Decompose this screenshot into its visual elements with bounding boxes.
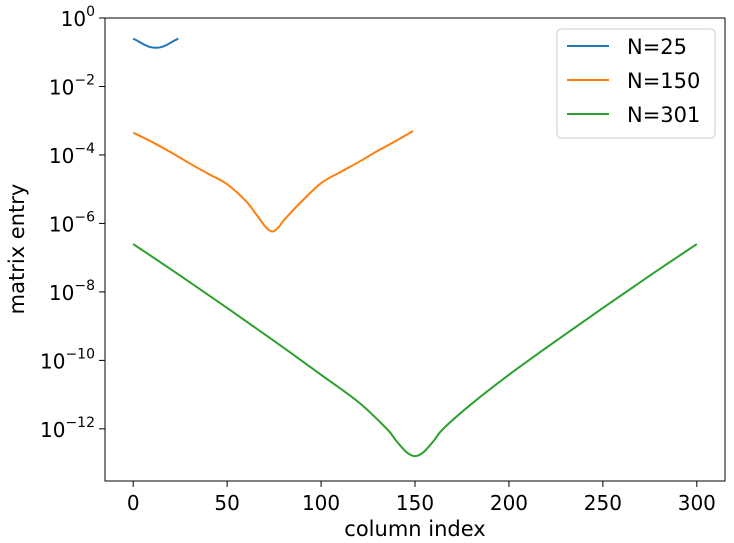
y-tick-base: 10: [40, 349, 65, 373]
y-tick-exponent: −8: [74, 278, 95, 294]
series-layer: [132, 37, 698, 458]
y-axis-label: matrix entry: [5, 184, 29, 315]
legend-label: N=301: [627, 103, 700, 127]
x-tick-label: 250: [584, 491, 622, 515]
y-tick-base: 10: [49, 281, 74, 305]
y-tick-label: 10−10: [40, 346, 95, 373]
x-tick-label: 300: [678, 491, 716, 515]
x-tick-label: 0: [127, 491, 140, 515]
x-axis-label: column index: [344, 517, 485, 541]
y-tick-base: 10: [61, 7, 86, 31]
legend-label: N=150: [627, 69, 700, 93]
series-line-n-301: [132, 243, 698, 458]
series-line-n-25: [132, 37, 179, 49]
y-tick-exponent: −12: [65, 415, 95, 431]
y-tick-exponent: 0: [86, 4, 95, 20]
legend-label: N=25: [627, 35, 687, 59]
y-tick-label: 10−12: [40, 415, 95, 442]
y-tick-exponent: −10: [65, 346, 95, 362]
y-tick-exponent: −4: [74, 141, 95, 157]
y-tick-label: 100: [61, 4, 95, 31]
x-tick-label: 150: [396, 491, 434, 515]
x-axis: 0 50 100 150 200 250 300: [127, 481, 716, 515]
y-tick-exponent: −6: [74, 209, 95, 225]
legend-box: [556, 28, 716, 139]
y-tick-base: 10: [49, 212, 74, 236]
series-line-n-150: [132, 130, 414, 233]
y-tick-base: 10: [49, 75, 74, 99]
legend: N=25 N=150 N=301: [556, 28, 716, 139]
y-tick-label: 10−8: [49, 278, 95, 305]
y-tick-label: 10−6: [49, 209, 95, 236]
y-tick-label: 10−4: [49, 141, 95, 168]
x-tick-label: 50: [214, 491, 239, 515]
y-tick-base: 10: [40, 418, 65, 442]
y-tick-base: 10: [49, 144, 74, 168]
y-tick-exponent: −2: [74, 72, 95, 88]
x-tick-label: 200: [490, 491, 528, 515]
x-tick-label: 100: [302, 491, 340, 515]
y-tick-label: 10−2: [49, 72, 95, 99]
